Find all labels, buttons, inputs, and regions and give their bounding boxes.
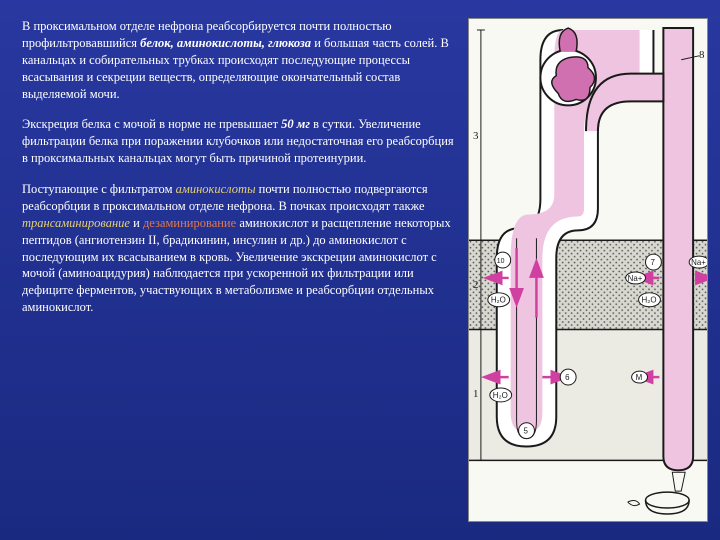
label-1: 1	[473, 388, 478, 400]
p3-highlight3: дезаминирование	[143, 216, 236, 230]
p2-text1: Экскреция белка с мочой в норме не превы…	[22, 117, 281, 131]
paragraph-1: В проксимальном отделе нефрона реабсорби…	[22, 18, 456, 102]
label-7: 7	[650, 258, 654, 267]
label-m: M	[636, 373, 643, 382]
p2-highlight1: 50 мг	[281, 117, 310, 131]
label-h2o-1: H₂O	[491, 296, 506, 305]
paragraph-3: Поступающие с фильтратом аминокислоты по…	[22, 181, 456, 316]
p3-text4: аминокислот и расщепление некоторых пепт…	[22, 216, 451, 314]
urine-cup	[646, 492, 690, 508]
urine-cup-body	[646, 500, 690, 514]
text-column: В проксимальном отделе нефрона реабсорби…	[22, 18, 468, 522]
label-h2o-2: H₂O	[493, 391, 508, 400]
label-na-1: Na+	[628, 274, 643, 283]
p3-highlight1: аминокислоты	[176, 182, 256, 196]
p3-text1: Поступающие с фильтратом	[22, 182, 176, 196]
label-6: 6	[565, 373, 570, 382]
label-8: 8	[699, 49, 705, 61]
svg-text:10: 10	[497, 258, 505, 265]
splash-icon	[628, 500, 640, 505]
p3-text3: и	[130, 216, 143, 230]
label-2: 2	[473, 279, 478, 291]
p1-highlight1: белок, аминокислоты, глюкоза	[140, 36, 311, 50]
label-na-2: Na+	[691, 258, 706, 267]
p3-highlight2: трансаминирование	[22, 216, 130, 230]
label-3: 3	[473, 130, 479, 142]
nephron-diagram: 3 2 1	[468, 18, 708, 522]
urine-stream	[672, 472, 685, 491]
label-h2o-3: H₂O	[642, 296, 657, 305]
nephron-svg: 3 2 1	[469, 19, 707, 521]
label-5: 5	[524, 427, 529, 436]
paragraph-2: Экскреция белка с мочой в норме не превы…	[22, 116, 456, 167]
collecting-duct	[663, 28, 693, 470]
